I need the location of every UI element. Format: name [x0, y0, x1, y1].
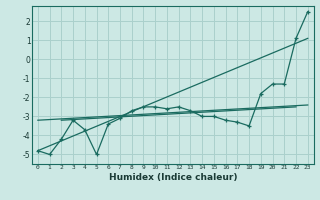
X-axis label: Humidex (Indice chaleur): Humidex (Indice chaleur) [108, 173, 237, 182]
